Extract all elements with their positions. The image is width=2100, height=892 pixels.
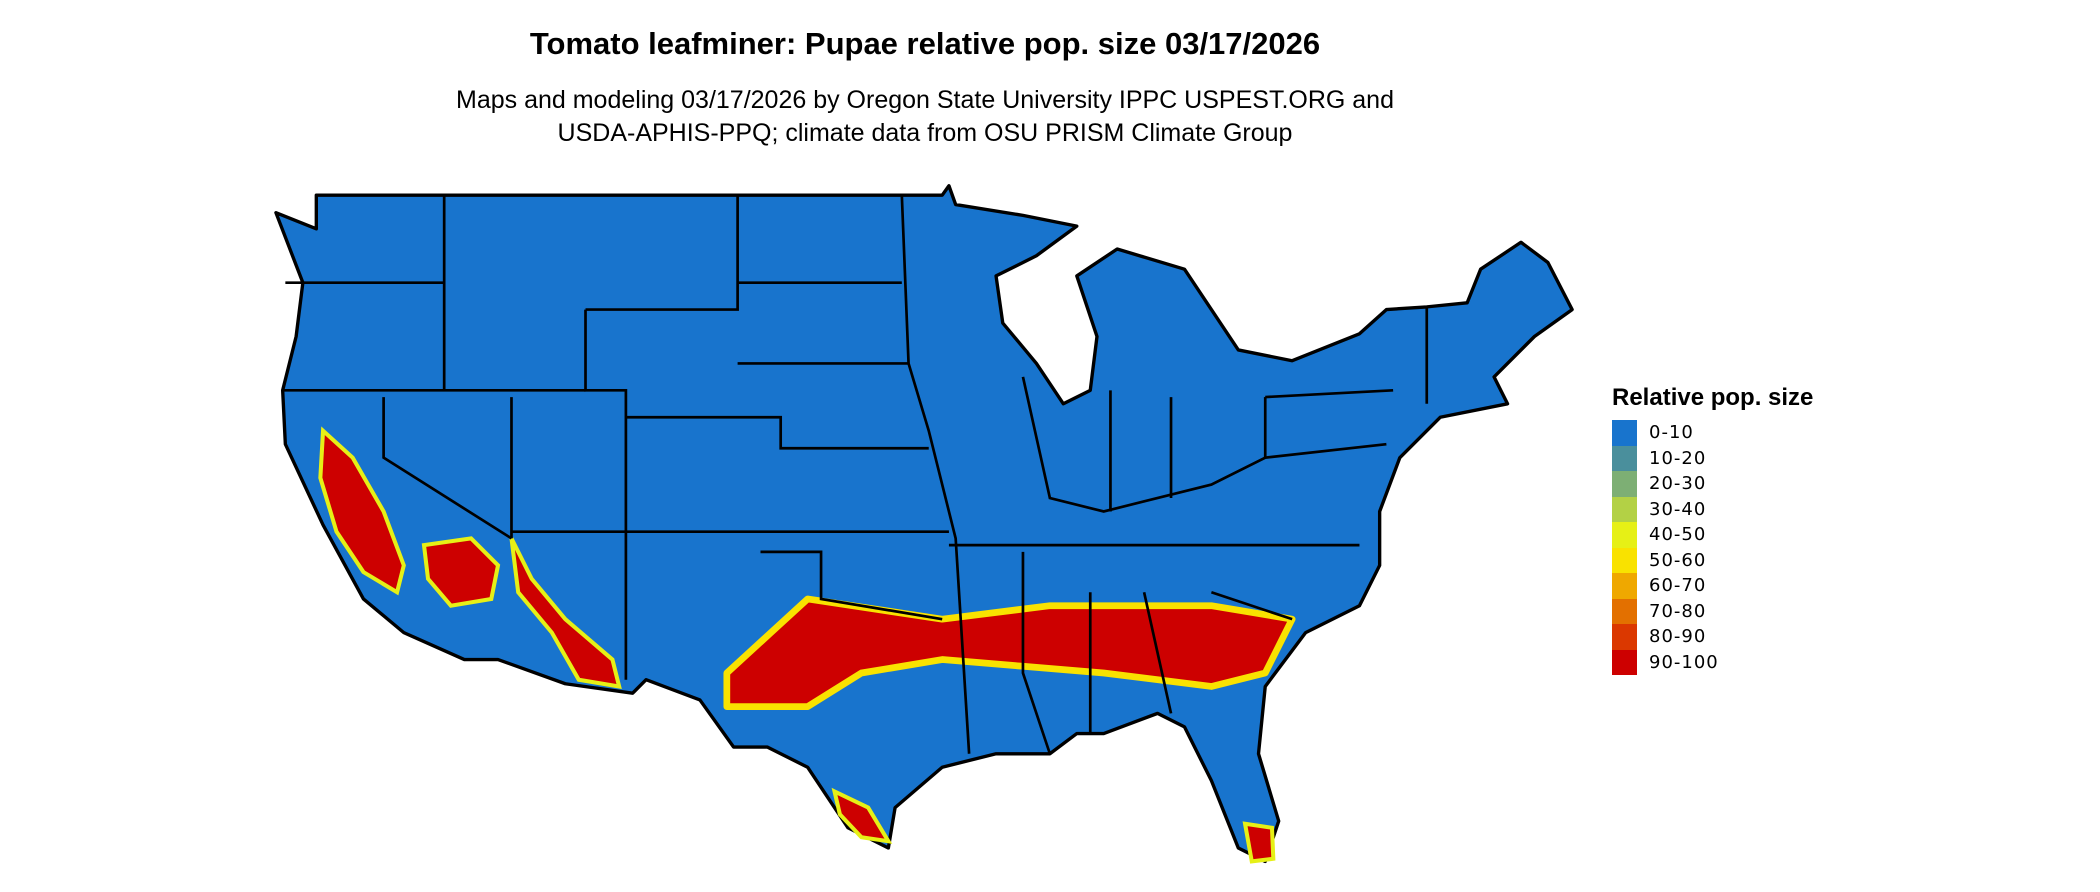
legend: Relative pop. size 0-10 10-20 20-30 30-40 40… (1612, 384, 1813, 675)
legend-item: 70-80 (1612, 598, 1813, 624)
legend-swatch (1612, 649, 1637, 675)
legend-label: 60-70 (1649, 575, 1707, 597)
legend-swatch (1612, 547, 1637, 573)
legend-swatch (1612, 496, 1637, 522)
legend-swatch (1612, 522, 1637, 548)
legend-swatch (1612, 420, 1637, 446)
legend-item: 80-90 (1612, 624, 1813, 650)
legend-swatch (1612, 573, 1637, 599)
legend-swatch (1612, 471, 1637, 497)
legend-label: 10-20 (1649, 447, 1707, 469)
legend-item: 0-10 (1612, 420, 1813, 446)
legend-item: 20-30 (1612, 471, 1813, 497)
legend-swatch (1612, 598, 1637, 624)
legend-label: 90-100 (1649, 651, 1719, 673)
legend-label: 0-10 (1649, 422, 1694, 444)
subtitle-line-1: Maps and modeling 03/17/2026 by Oregon S… (456, 86, 1394, 114)
legend-label: 80-90 (1649, 626, 1707, 648)
legend-label: 30-40 (1649, 498, 1707, 520)
map-subtitle: Maps and modeling 03/17/2026 by Oregon S… (0, 84, 1850, 150)
us-outline (274, 184, 1574, 864)
legend-label: 40-50 (1649, 524, 1707, 546)
legend-item: 60-70 (1612, 573, 1813, 599)
legend-item: 90-100 (1612, 649, 1813, 675)
legend-item: 10-20 (1612, 445, 1813, 471)
state-borders (282, 195, 1429, 755)
legend-label: 70-80 (1649, 600, 1707, 622)
legend-item: 40-50 (1612, 522, 1813, 548)
legend-item: 50-60 (1612, 547, 1813, 573)
legend-label: 20-30 (1649, 473, 1707, 495)
legend-title: Relative pop. size (1612, 384, 1814, 411)
legend-item: 30-40 (1612, 496, 1813, 522)
map-title: Tomato leafminer: Pupae relative pop. si… (529, 26, 1321, 61)
legend-label: 50-60 (1649, 549, 1707, 571)
subtitle-line-2: USDA-APHIS-PPQ; climate data from OSU PR… (557, 119, 1293, 147)
legend-swatch (1612, 445, 1637, 471)
legend-swatch (1612, 624, 1637, 650)
